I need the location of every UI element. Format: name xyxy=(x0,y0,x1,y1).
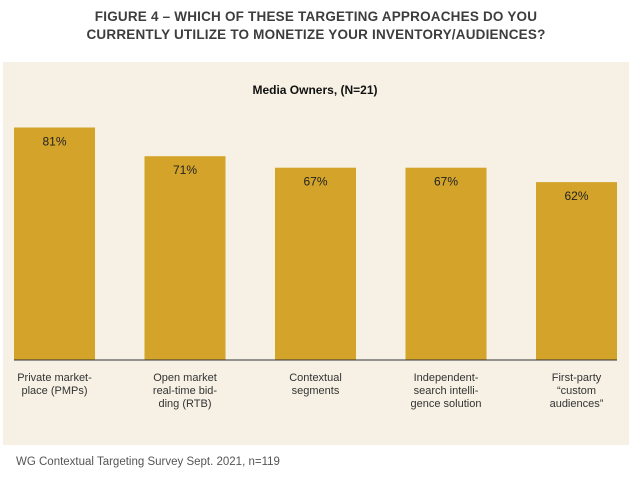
bar-2 xyxy=(144,156,226,360)
bar-5 xyxy=(536,182,617,360)
figure-title: FIGURE 4 – WHICH OF THESE TARGETING APPR… xyxy=(0,8,632,44)
bar-4 xyxy=(405,167,487,360)
category-label-1: Private market- place (PMPs) xyxy=(17,372,92,397)
data-label-3: 67% xyxy=(303,175,327,189)
category-label-4: Independent- search intelli- gence solut… xyxy=(410,372,482,410)
category-label-2: Open market real-time bid- ding (RTB) xyxy=(152,372,218,410)
category-label-3: Contextual segments xyxy=(289,372,342,397)
figure-title-line-2: CURRENTLY UTILIZE TO MONETIZE YOUR INVEN… xyxy=(86,27,546,42)
source-note: WG Contextual Targeting Survey Sept. 202… xyxy=(16,456,280,468)
chart-title: Media Owners, (N=21) xyxy=(252,83,377,97)
figure-title-line-1: FIGURE 4 – WHICH OF THESE TARGETING APPR… xyxy=(94,9,538,24)
bar-1 xyxy=(14,127,95,360)
data-label-4: 67% xyxy=(434,175,458,189)
category-label-5: First-party “custom audiences” xyxy=(549,372,604,410)
bar-3 xyxy=(275,167,356,360)
data-label-2: 71% xyxy=(173,163,197,177)
data-label-5: 62% xyxy=(564,189,588,203)
data-label-1: 81% xyxy=(42,135,66,149)
